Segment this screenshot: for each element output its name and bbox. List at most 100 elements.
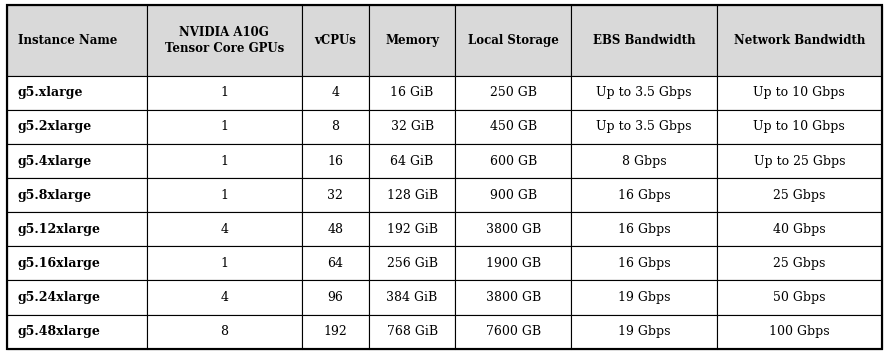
Text: 50 Gbps: 50 Gbps <box>773 291 826 304</box>
Text: 25 Gbps: 25 Gbps <box>773 189 826 202</box>
Text: 8 Gbps: 8 Gbps <box>621 154 667 167</box>
Text: Up to 3.5 Gbps: Up to 3.5 Gbps <box>597 120 692 133</box>
Text: 16 Gbps: 16 Gbps <box>618 257 670 270</box>
Bar <box>369 315 455 349</box>
Bar <box>455 110 572 144</box>
Text: NVIDIA A10G
Tensor Core GPUs: NVIDIA A10G Tensor Core GPUs <box>164 26 284 55</box>
Bar <box>572 246 717 280</box>
Text: 600 GB: 600 GB <box>490 154 537 167</box>
Text: 1: 1 <box>220 257 228 270</box>
Bar <box>7 246 147 280</box>
Text: g5.xlarge: g5.xlarge <box>18 86 84 99</box>
Bar <box>369 144 455 178</box>
Text: 8: 8 <box>220 325 228 338</box>
Text: 4: 4 <box>220 223 228 236</box>
Bar <box>147 280 302 315</box>
Bar <box>455 5 572 76</box>
Text: 7600 GB: 7600 GB <box>485 325 541 338</box>
Text: 64: 64 <box>327 257 343 270</box>
Bar <box>7 144 147 178</box>
Text: 4: 4 <box>220 291 228 304</box>
Text: g5.4xlarge: g5.4xlarge <box>18 154 92 167</box>
Bar <box>572 178 717 212</box>
Text: g5.16xlarge: g5.16xlarge <box>18 257 100 270</box>
Text: Network Bandwidth: Network Bandwidth <box>733 34 865 47</box>
Bar <box>147 5 302 76</box>
Text: 128 GiB: 128 GiB <box>387 189 437 202</box>
Bar <box>302 315 369 349</box>
Text: g5.2xlarge: g5.2xlarge <box>18 120 92 133</box>
Bar <box>369 280 455 315</box>
Text: 1: 1 <box>220 120 228 133</box>
Text: 3800 GB: 3800 GB <box>485 223 541 236</box>
Bar <box>7 110 147 144</box>
Text: 19 Gbps: 19 Gbps <box>618 291 670 304</box>
Text: Instance Name: Instance Name <box>18 34 117 47</box>
Bar <box>572 144 717 178</box>
Bar <box>717 5 882 76</box>
Bar <box>572 76 717 110</box>
Bar <box>7 178 147 212</box>
Bar <box>455 76 572 110</box>
Text: 900 GB: 900 GB <box>490 189 537 202</box>
Bar <box>455 212 572 246</box>
Bar <box>302 212 369 246</box>
Text: 96: 96 <box>327 291 343 304</box>
Bar <box>147 315 302 349</box>
Bar <box>455 315 572 349</box>
Text: 100 Gbps: 100 Gbps <box>769 325 829 338</box>
Bar <box>717 76 882 110</box>
Text: 256 GiB: 256 GiB <box>387 257 437 270</box>
Text: 16 GiB: 16 GiB <box>390 86 434 99</box>
Text: 250 GB: 250 GB <box>490 86 537 99</box>
Bar <box>717 280 882 315</box>
Text: 32 GiB: 32 GiB <box>390 120 434 133</box>
Text: 25 Gbps: 25 Gbps <box>773 257 826 270</box>
Bar <box>717 110 882 144</box>
Bar <box>147 144 302 178</box>
Text: 16 Gbps: 16 Gbps <box>618 189 670 202</box>
Text: 450 GB: 450 GB <box>490 120 537 133</box>
Bar <box>572 280 717 315</box>
Bar <box>572 212 717 246</box>
Text: g5.8xlarge: g5.8xlarge <box>18 189 92 202</box>
Text: Up to 10 Gbps: Up to 10 Gbps <box>754 120 845 133</box>
Bar <box>7 315 147 349</box>
Text: 16 Gbps: 16 Gbps <box>618 223 670 236</box>
Bar <box>302 5 369 76</box>
Text: 192: 192 <box>324 325 348 338</box>
Bar <box>147 76 302 110</box>
Text: Local Storage: Local Storage <box>468 34 559 47</box>
Bar <box>7 76 147 110</box>
Text: 192 GiB: 192 GiB <box>387 223 437 236</box>
Text: 384 GiB: 384 GiB <box>387 291 437 304</box>
Text: 1: 1 <box>220 189 228 202</box>
Text: vCPUs: vCPUs <box>315 34 356 47</box>
Text: Up to 3.5 Gbps: Up to 3.5 Gbps <box>597 86 692 99</box>
Text: 768 GiB: 768 GiB <box>387 325 437 338</box>
Bar <box>455 280 572 315</box>
Text: Up to 25 Gbps: Up to 25 Gbps <box>754 154 845 167</box>
Bar <box>717 144 882 178</box>
Bar <box>717 212 882 246</box>
Bar <box>369 212 455 246</box>
Text: 19 Gbps: 19 Gbps <box>618 325 670 338</box>
Bar <box>302 246 369 280</box>
Text: EBS Bandwidth: EBS Bandwidth <box>593 34 695 47</box>
Text: 48: 48 <box>327 223 343 236</box>
Text: 4: 4 <box>332 86 340 99</box>
Bar <box>455 144 572 178</box>
Bar <box>147 246 302 280</box>
Bar <box>302 76 369 110</box>
Text: 8: 8 <box>332 120 340 133</box>
Bar <box>455 246 572 280</box>
Text: Memory: Memory <box>385 34 439 47</box>
Bar <box>572 5 717 76</box>
Bar <box>572 110 717 144</box>
Text: 1: 1 <box>220 86 228 99</box>
Text: 1900 GB: 1900 GB <box>485 257 541 270</box>
Text: Up to 10 Gbps: Up to 10 Gbps <box>754 86 845 99</box>
Text: 40 Gbps: 40 Gbps <box>773 223 826 236</box>
Bar <box>717 315 882 349</box>
Bar <box>369 76 455 110</box>
